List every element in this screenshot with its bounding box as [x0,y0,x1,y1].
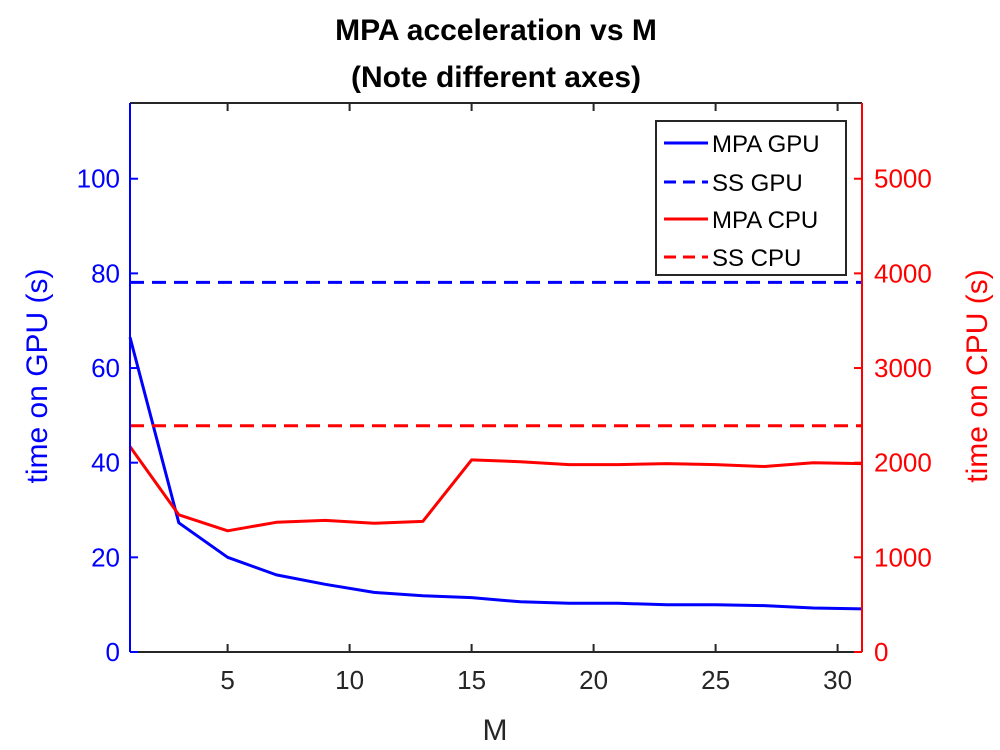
x-axis-label: M [483,714,508,747]
y-right-tick-label: 5000 [874,164,932,194]
y-right-tick-label: 0 [874,637,888,667]
y-left-tick-label: 20 [91,542,120,572]
y-left-tick-label: 60 [91,353,120,383]
y-left-tick-label: 100 [77,164,120,194]
legend-label-mpa-cpu: MPA CPU [712,207,818,234]
y-axis-label-left: time on GPU (s) [21,268,54,483]
axes-layer [129,102,863,653]
y-right-tick-label: 1000 [874,542,932,572]
x-tick-label: 30 [823,665,852,695]
y-left-tick-label: 0 [106,637,120,667]
series-line-mpa-gpu [128,336,863,611]
legend: MPA GPU SS GPU MPA CPU SS CPU [655,120,847,276]
x-tick-label: 15 [457,665,486,695]
x-tick-label: 10 [335,665,364,695]
chart-title-line-2: (Note different axes) [351,61,641,94]
legend-label-ss-gpu: SS GPU [712,170,803,197]
y-left-tick-label: 40 [91,448,120,478]
y-right-tick-label: 3000 [874,353,932,383]
legend-label-mpa-gpu: MPA GPU [712,131,820,158]
labels-layer: 5 10 15 20 25 3002040608010001000200030004000… [77,164,932,695]
y-right-tick-label: 2000 [874,448,932,478]
series-line-mpa-cpu [128,445,863,533]
y-left-tick-label: 80 [91,258,120,288]
y-right-tick-label: 4000 [874,258,932,288]
x-tick-label: 20 [579,665,608,695]
x-tick-label: 25 [701,665,730,695]
legend-box [655,120,847,276]
y-axis-label-right: time on CPU (s) [961,269,994,482]
legend-label-ss-cpu: SS CPU [712,245,801,272]
chart-title-line-1: MPA acceleration vs M [335,14,657,47]
x-tick-label: 5 [220,665,234,695]
series-layer [128,280,863,611]
